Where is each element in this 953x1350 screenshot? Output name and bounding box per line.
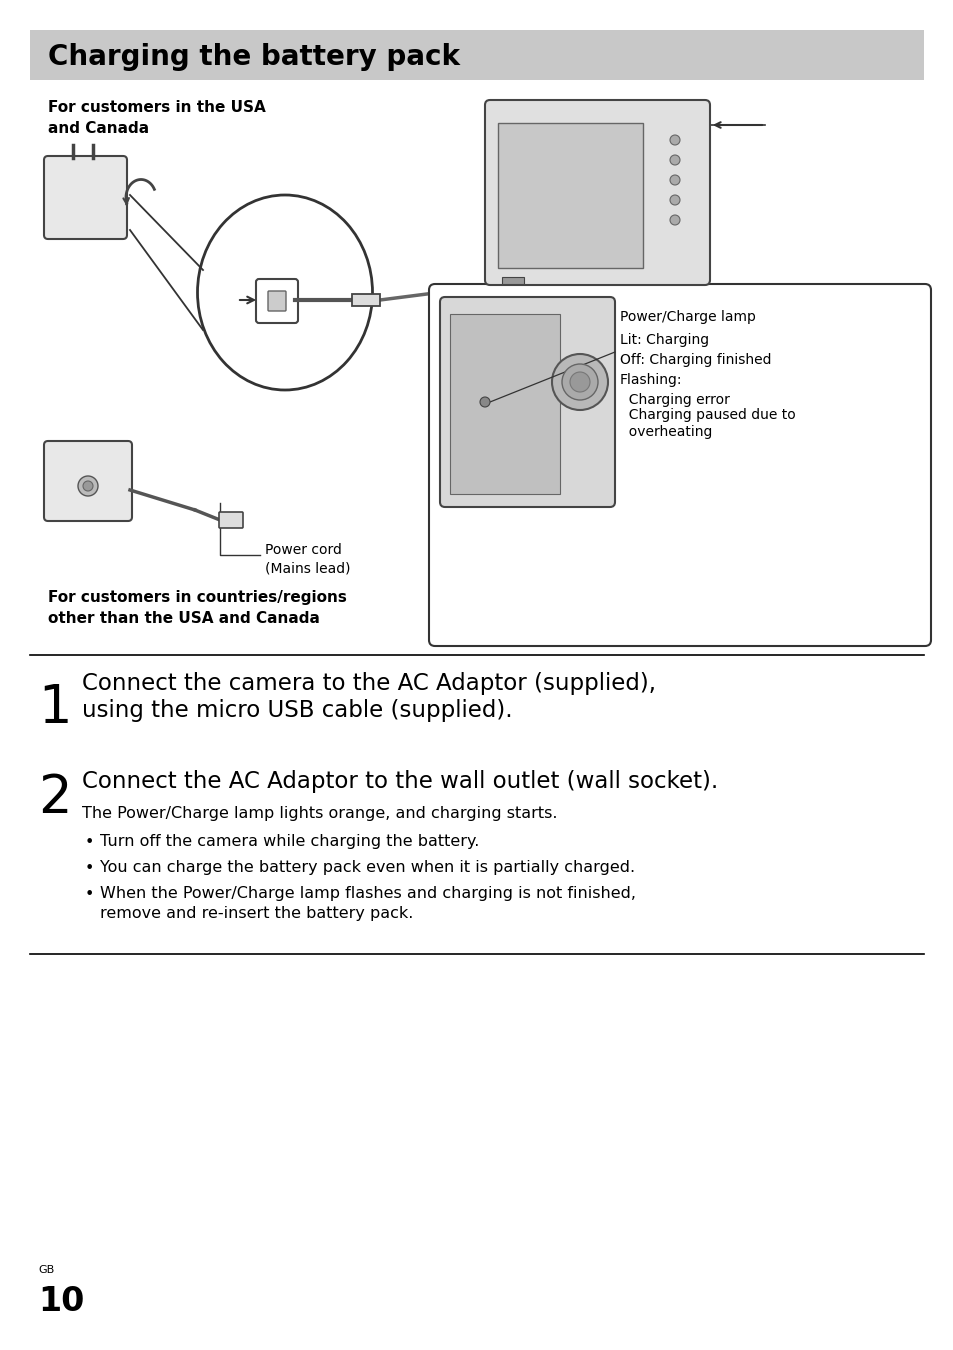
Text: The Power/Charge lamp lights orange, and charging starts.: The Power/Charge lamp lights orange, and… xyxy=(82,806,557,821)
Circle shape xyxy=(83,481,92,491)
Circle shape xyxy=(669,155,679,165)
Bar xyxy=(30,30,923,80)
Circle shape xyxy=(479,397,490,406)
Text: Charging error: Charging error xyxy=(619,393,729,406)
FancyBboxPatch shape xyxy=(268,292,286,311)
Circle shape xyxy=(569,373,589,391)
Bar xyxy=(450,315,559,494)
FancyBboxPatch shape xyxy=(44,157,127,239)
FancyBboxPatch shape xyxy=(352,294,379,306)
Text: •: • xyxy=(85,861,94,876)
Text: overheating: overheating xyxy=(619,425,712,439)
FancyBboxPatch shape xyxy=(429,284,930,647)
Text: Off: Charging finished: Off: Charging finished xyxy=(619,352,771,367)
Text: Lit: Charging: Lit: Charging xyxy=(619,333,708,347)
Bar xyxy=(501,277,523,284)
Text: Connect the camera to the AC Adaptor (supplied),: Connect the camera to the AC Adaptor (su… xyxy=(82,672,656,695)
FancyBboxPatch shape xyxy=(484,100,709,285)
Text: Charging paused due to: Charging paused due to xyxy=(619,408,795,423)
FancyBboxPatch shape xyxy=(255,279,297,323)
Text: When the Power/Charge lamp flashes and charging is not finished,: When the Power/Charge lamp flashes and c… xyxy=(100,886,636,900)
Text: GB: GB xyxy=(38,1265,54,1274)
Text: 10: 10 xyxy=(38,1285,84,1318)
Text: Power/Charge lamp: Power/Charge lamp xyxy=(619,310,755,324)
FancyBboxPatch shape xyxy=(219,512,243,528)
Circle shape xyxy=(552,354,607,410)
Circle shape xyxy=(669,176,679,185)
Bar xyxy=(497,123,642,269)
Text: Connect the AC Adaptor to the wall outlet (wall socket).: Connect the AC Adaptor to the wall outle… xyxy=(82,769,718,792)
Text: Power cord
(Mains lead): Power cord (Mains lead) xyxy=(265,543,350,575)
Text: You can charge the battery pack even when it is partially charged.: You can charge the battery pack even whe… xyxy=(100,860,635,875)
FancyBboxPatch shape xyxy=(44,441,132,521)
Text: using the micro USB cable (supplied).: using the micro USB cable (supplied). xyxy=(82,699,512,722)
Text: •: • xyxy=(85,887,94,902)
Text: remove and re-insert the battery pack.: remove and re-insert the battery pack. xyxy=(100,906,413,921)
Text: Turn off the camera while charging the battery.: Turn off the camera while charging the b… xyxy=(100,834,478,849)
FancyBboxPatch shape xyxy=(439,297,615,508)
Text: For customers in the USA
and Canada: For customers in the USA and Canada xyxy=(48,100,266,136)
Text: For customers in countries/regions
other than the USA and Canada: For customers in countries/regions other… xyxy=(48,590,347,626)
Circle shape xyxy=(561,364,598,400)
Text: •: • xyxy=(85,836,94,850)
Text: Flashing:: Flashing: xyxy=(619,373,681,387)
Circle shape xyxy=(669,194,679,205)
Circle shape xyxy=(78,477,98,495)
Text: Charging the battery pack: Charging the battery pack xyxy=(48,43,459,72)
Circle shape xyxy=(669,215,679,225)
Circle shape xyxy=(669,135,679,144)
Text: 1: 1 xyxy=(38,682,71,734)
Ellipse shape xyxy=(197,194,372,390)
Text: 2: 2 xyxy=(38,772,71,824)
